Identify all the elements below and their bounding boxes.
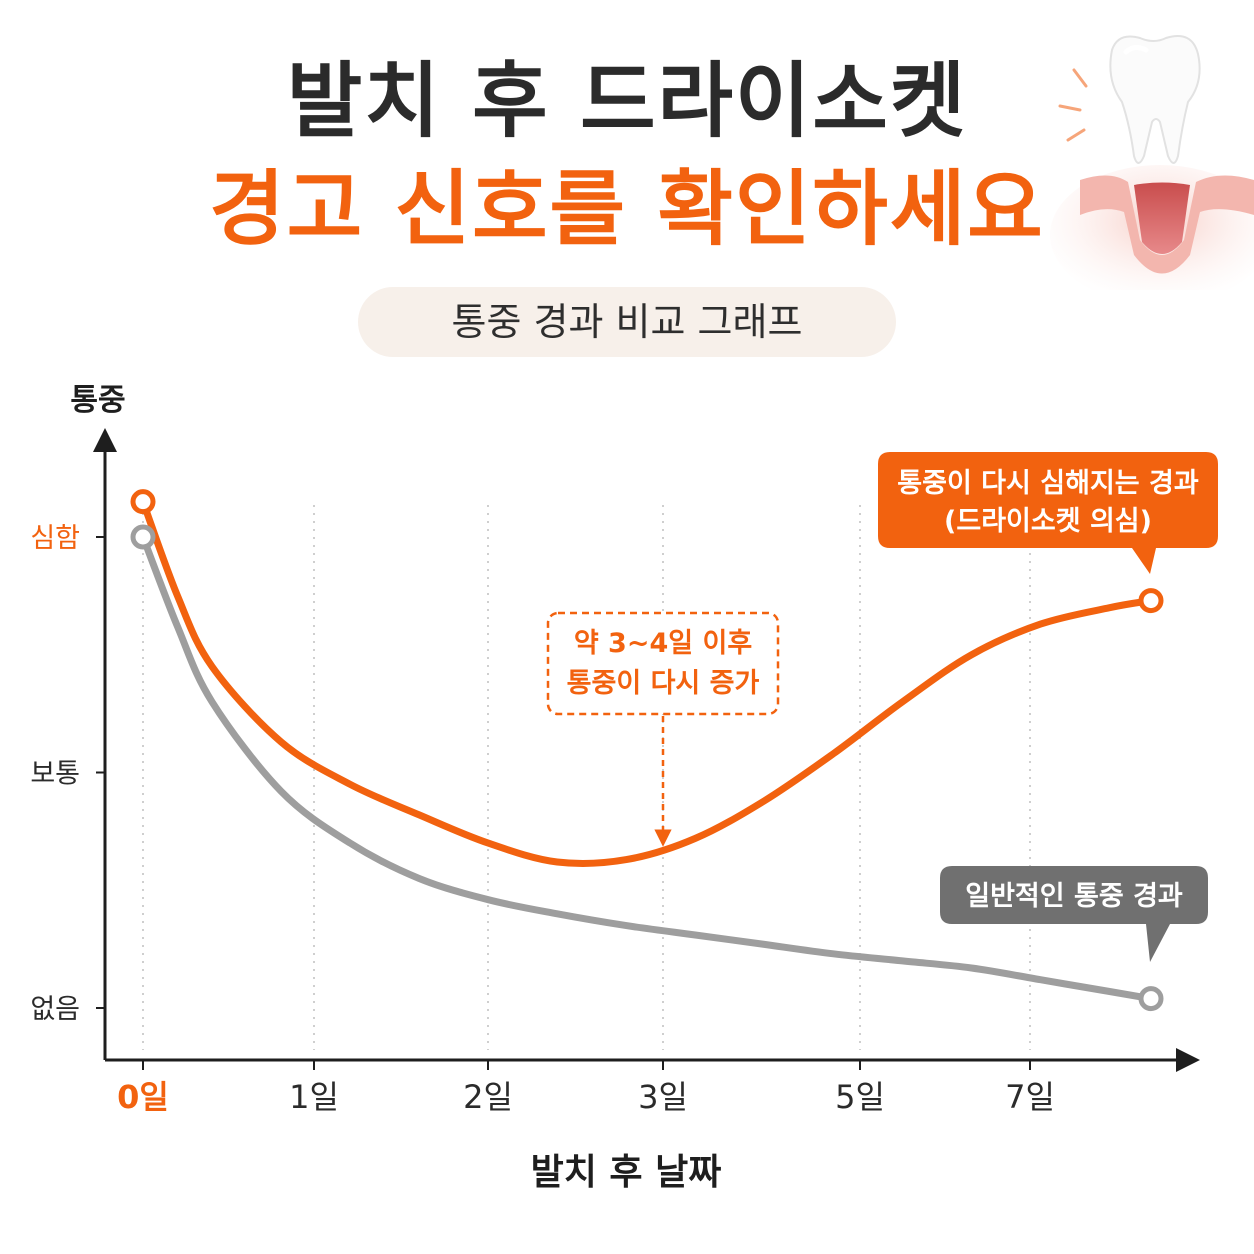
- vertical-gridlines: [142, 505, 1031, 1050]
- title-line-1: 발치 후 드라이소켓: [286, 54, 968, 149]
- normal-callout: [940, 866, 1208, 962]
- series-line-normal: [139, 533, 1155, 1003]
- x-axis-label: 발치 후 날짜: [531, 1152, 722, 1193]
- annotation-line-2: 통중이 다시 증가: [567, 668, 760, 699]
- x-tick-label-0: 0일: [117, 1078, 169, 1116]
- dry-socket-callout-line-1: 통중이 다시 심해지는 경과: [897, 468, 1199, 499]
- y-tick-label-0: 없음: [30, 994, 80, 1025]
- normal-callout-label: 일반적인 통중 경과: [965, 881, 1183, 912]
- y-axis-label: 통중: [70, 383, 125, 418]
- y-tick-label-2: 심함: [30, 523, 80, 554]
- y-tick-group: 없음 보통 심함: [30, 523, 105, 1025]
- dry-socket-callout-line-2: (드라이소켓 의심): [944, 506, 1152, 537]
- annotation-box: [546, 611, 780, 716]
- dry-socket-callout: [878, 452, 1218, 574]
- x-tick-group: 0일 1일 2일 3일 5일 7일: [117, 1060, 1055, 1116]
- title-line-2: 경고 신호를 확인하세요: [209, 162, 1045, 257]
- series-dry-end-point: [1138, 588, 1164, 614]
- series-normal-start-point: [130, 524, 156, 550]
- y-tick-label-1: 보통: [30, 759, 80, 790]
- series-dry-start-point: [130, 489, 156, 515]
- x-tick-label-2: 2일: [463, 1078, 513, 1116]
- annotation-line-1: 약 3~4일 이후: [574, 628, 752, 659]
- series-normal-end-point: [1138, 986, 1164, 1012]
- chart-subtitle-pill: 통중 경과 비교 그래프: [358, 287, 896, 357]
- x-tick-label-5: 7일: [1005, 1078, 1055, 1116]
- x-tick-label-1: 1일: [289, 1078, 339, 1116]
- x-tick-label-4: 5일: [835, 1078, 885, 1116]
- series-line-dry-socket: [139, 498, 1155, 867]
- tooth-extraction-icon: [1050, 35, 1254, 290]
- x-tick-label-3: 3일: [638, 1078, 688, 1116]
